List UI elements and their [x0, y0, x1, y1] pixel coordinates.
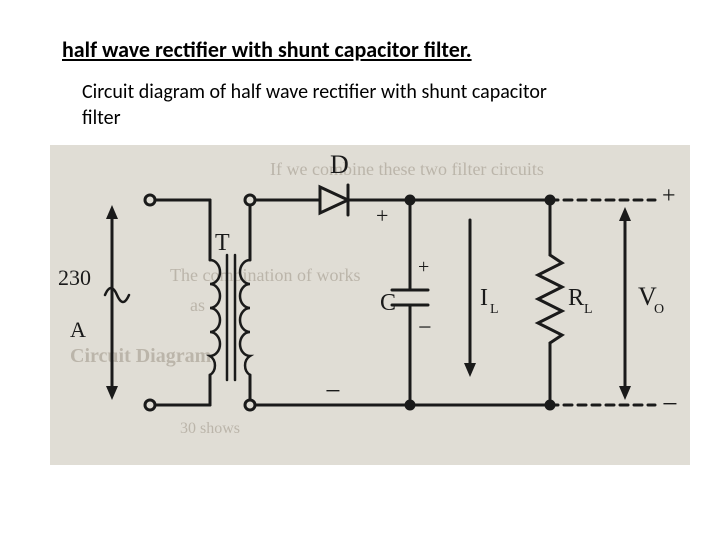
label-rl-sub: L: [584, 302, 593, 317]
page-subtitle-line2: filter: [82, 106, 121, 130]
label-vin: 230: [58, 265, 91, 290]
label-il-sub: L: [490, 302, 499, 317]
page-subtitle-line1: Circuit diagram of half wave rectifier w…: [82, 80, 547, 104]
label-rl: R: [568, 285, 584, 311]
label-transformer: T: [215, 230, 230, 256]
label-out-plus: +: [662, 183, 676, 209]
label-cap-plus: +: [418, 256, 429, 278]
label-minus-bot: −: [325, 376, 341, 407]
label-diode: D: [330, 150, 349, 179]
label-vin-unit: A: [70, 317, 86, 342]
label-capacitor: C: [380, 290, 396, 316]
label-out-minus: −: [662, 389, 678, 420]
circuit-diagram: If we combine these two filter circuits …: [50, 145, 690, 465]
label-il: I: [480, 285, 488, 311]
label-cap-minus: −: [418, 315, 432, 341]
circuit-svg: 230 A D T + − + − C I L R L V O + −: [50, 145, 690, 465]
page-title: half wave rectifier with shunt capacitor…: [62, 36, 472, 63]
label-vo-sub: O: [654, 302, 664, 317]
label-plus-d: +: [376, 203, 388, 228]
